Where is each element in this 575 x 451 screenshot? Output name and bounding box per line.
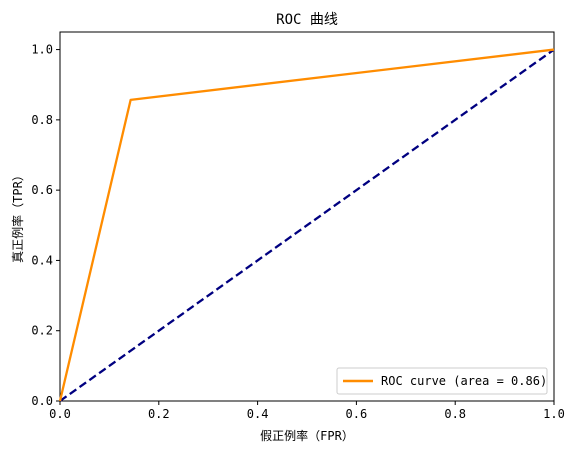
- x-tick-label: 1.0: [543, 407, 565, 421]
- y-tick-label: 0.0: [31, 394, 53, 408]
- plot-area: [59, 31, 555, 402]
- chart-title: ROC 曲线: [276, 12, 338, 28]
- y-tick-label: 0.2: [31, 324, 53, 338]
- y-tick-label: 0.4: [31, 253, 53, 267]
- y-tick-label: 0.8: [31, 113, 53, 127]
- series-layer: [58, 48, 555, 402]
- x-tick-label: 0.0: [49, 407, 71, 421]
- x-axis-label: 假正例率（FPR）: [260, 428, 354, 443]
- legend: ROC curve (area = 0.86): [336, 367, 548, 395]
- x-tick-label: 0.4: [247, 407, 269, 421]
- legend-label-roc: ROC curve (area = 0.86): [381, 374, 547, 388]
- x-tick-label: 0.2: [148, 407, 170, 421]
- x-tick-label: 0.6: [346, 407, 368, 421]
- legend-box: [336, 367, 548, 395]
- x-tick-label: 0.8: [444, 407, 466, 421]
- chance-diagonal-line: [59, 48, 555, 402]
- roc-curve-line: [58, 48, 555, 402]
- y-axis-label: 真正例率（TPR）: [10, 169, 25, 263]
- axis-ticks: 0.0 0.2 0.4 0.6 0.8 1.0 0.0 0.2 0.4 0.6 0.8 1.0: [31, 43, 565, 421]
- y-tick-label: 0.6: [31, 183, 53, 197]
- y-tick-label: 1.0: [31, 43, 53, 57]
